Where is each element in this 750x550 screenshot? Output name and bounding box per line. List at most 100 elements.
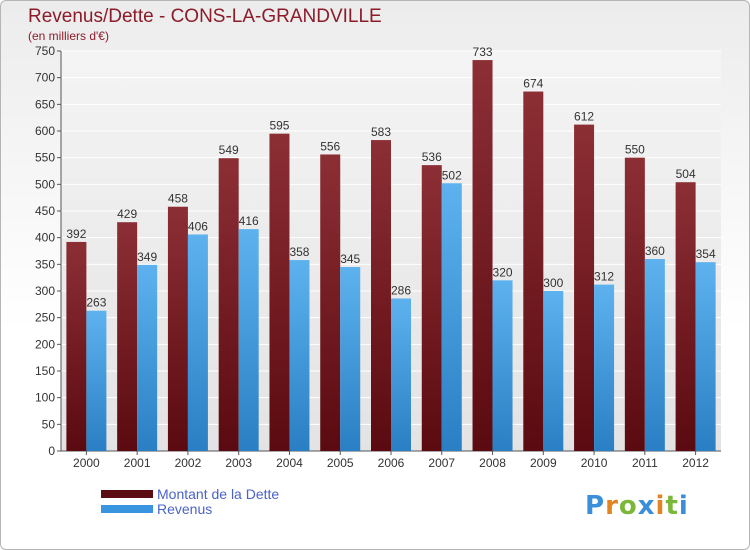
bar-revenus <box>187 234 208 451</box>
legend-swatch-revenus <box>101 504 153 513</box>
bar-dette <box>523 91 544 452</box>
x-tick-label: 2005 <box>327 456 354 470</box>
logo-letter: P <box>585 491 606 521</box>
bar-dette <box>66 241 87 451</box>
y-tick-label: 200 <box>35 337 55 351</box>
x-tick-label: 2011 <box>632 456 658 470</box>
bar-revenus <box>594 284 615 451</box>
x-tick-label: 2002 <box>175 456 202 470</box>
data-label-dette: 392 <box>66 227 86 241</box>
bar-dette <box>371 140 391 452</box>
y-tick-label: 100 <box>35 391 55 405</box>
bar-revenus <box>86 310 107 451</box>
y-tick-label: 350 <box>35 257 55 271</box>
y-tick-label: 0 <box>48 444 55 458</box>
data-label-dette: 429 <box>117 207 137 221</box>
logo-letter: x <box>637 491 656 521</box>
data-label-dette: 674 <box>523 77 543 91</box>
bar-dette <box>675 182 696 451</box>
data-label-dette: 595 <box>269 119 289 133</box>
y-tick-label: 400 <box>35 231 55 245</box>
y-tick-label: 150 <box>35 364 55 378</box>
x-tick-label: 2000 <box>73 456 100 470</box>
y-tick-label: 500 <box>35 177 55 191</box>
logo-letter: t <box>665 491 679 521</box>
x-tick-label: 2001 <box>124 456 151 470</box>
bar-revenus <box>543 291 564 451</box>
data-label-dette: 556 <box>320 139 340 153</box>
data-label-revenus: 406 <box>188 219 208 233</box>
bar-revenus <box>238 229 259 451</box>
legend: Montant de la Dette Revenus <box>101 485 280 517</box>
bar-revenus <box>441 183 462 451</box>
bar-revenus <box>695 262 716 451</box>
x-tick-label: 2009 <box>530 456 557 470</box>
chart-subtitle: (en milliers d'€) <box>28 29 109 43</box>
data-label-revenus: 354 <box>696 247 716 261</box>
data-label-revenus: 312 <box>594 270 614 284</box>
data-label-dette: 536 <box>422 150 442 164</box>
data-label-dette: 550 <box>625 143 645 157</box>
y-tick-label: 650 <box>35 97 55 111</box>
proxiti-logo: Proxiti <box>585 491 689 521</box>
y-tick-label: 50 <box>42 417 56 431</box>
data-label-dette: 504 <box>676 167 696 181</box>
data-label-dette: 612 <box>574 110 594 124</box>
y-tick-label: 450 <box>35 204 55 218</box>
y-tick-label: 300 <box>35 284 55 298</box>
y-tick-label: 700 <box>35 71 55 85</box>
data-label-revenus: 286 <box>391 283 411 297</box>
x-tick-label: 2007 <box>428 456 455 470</box>
bar-dette <box>574 124 595 451</box>
x-tick-label: 2004 <box>276 456 303 470</box>
x-tick-label: 2006 <box>378 456 405 470</box>
bar-revenus <box>492 280 513 451</box>
logo-letter: r <box>605 491 619 521</box>
bar-dette <box>218 158 239 451</box>
data-label-revenus: 502 <box>442 168 462 182</box>
data-label-revenus: 416 <box>239 214 259 228</box>
data-label-revenus: 263 <box>86 296 106 310</box>
bar-dette <box>117 222 138 451</box>
x-tick-label: 2003 <box>225 456 252 470</box>
data-label-dette: 458 <box>168 192 188 206</box>
legend-item-revenus: Revenus <box>101 500 279 517</box>
y-tick-label: 600 <box>35 124 55 138</box>
bar-dette <box>421 165 442 451</box>
x-tick-label: 2012 <box>682 456 709 470</box>
logo-letter: i <box>655 491 666 521</box>
logo-letter: i <box>678 491 689 521</box>
legend-label-dette: Montant de la Dette <box>157 485 280 502</box>
data-label-revenus: 320 <box>493 265 513 279</box>
data-label-revenus: 349 <box>137 250 157 264</box>
legend-item-dette: Montant de la Dette <box>101 485 280 502</box>
data-label-revenus: 360 <box>645 244 665 258</box>
bar-revenus <box>391 298 411 451</box>
data-label-dette: 583 <box>371 125 391 139</box>
y-tick-label: 550 <box>35 151 55 165</box>
x-tick-label: 2008 <box>479 456 506 470</box>
data-label-revenus: 358 <box>289 245 309 259</box>
data-label-dette: 549 <box>219 143 239 157</box>
data-label-revenus: 300 <box>543 276 563 290</box>
chart-title: Revenus/Dette - CONS-LA-GRANDVILLE <box>28 6 382 27</box>
data-label-dette: 733 <box>473 45 493 59</box>
y-tick-label: 250 <box>35 311 55 325</box>
bar-revenus <box>340 267 361 451</box>
bar-dette <box>167 206 188 451</box>
legend-label-revenus: Revenus <box>157 500 213 517</box>
bar-dette <box>269 133 290 451</box>
logo-letter: o <box>618 491 638 521</box>
legend-swatch-dette <box>101 489 153 498</box>
bar-revenus <box>289 260 310 451</box>
x-tick-label: 2010 <box>581 456 608 470</box>
bar-dette <box>472 60 493 452</box>
y-tick-label: 750 <box>35 44 55 58</box>
bar-dette <box>320 154 341 451</box>
bar-revenus <box>644 259 665 451</box>
bar-revenus <box>137 264 158 451</box>
bar-dette <box>624 157 645 451</box>
data-label-revenus: 345 <box>340 252 360 266</box>
